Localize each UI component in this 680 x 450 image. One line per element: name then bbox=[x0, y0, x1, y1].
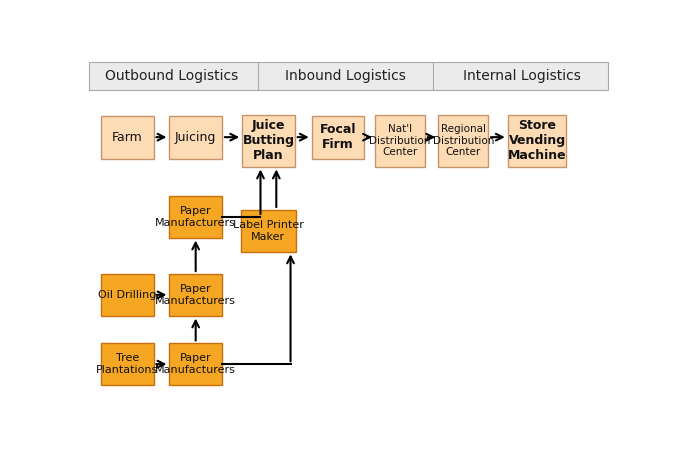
Text: Nat'l
Distribution
Center: Nat'l Distribution Center bbox=[369, 124, 431, 157]
Text: Oil Drilling: Oil Drilling bbox=[98, 290, 156, 300]
Text: Paper
Manufacturers: Paper Manufacturers bbox=[155, 353, 236, 375]
Text: Tree
Plantations: Tree Plantations bbox=[96, 353, 158, 375]
Text: Internal Logistics: Internal Logistics bbox=[464, 69, 581, 83]
Bar bbox=[89, 62, 608, 90]
Bar bbox=[375, 115, 425, 166]
Text: Juice
Butting
Plan: Juice Butting Plan bbox=[242, 119, 294, 162]
Bar bbox=[169, 274, 222, 315]
Bar bbox=[169, 343, 222, 385]
Bar bbox=[101, 116, 154, 159]
Bar bbox=[439, 115, 488, 166]
Text: Label Printer
Maker: Label Printer Maker bbox=[233, 220, 304, 242]
Text: Paper
Manufacturers: Paper Manufacturers bbox=[155, 206, 236, 228]
Bar bbox=[169, 116, 222, 159]
Bar bbox=[101, 274, 154, 315]
Bar bbox=[241, 210, 296, 252]
Bar bbox=[242, 115, 294, 166]
Bar bbox=[311, 116, 364, 159]
Text: Juicing: Juicing bbox=[175, 130, 216, 144]
Bar bbox=[508, 115, 566, 166]
Text: Store
Vending
Machine: Store Vending Machine bbox=[508, 119, 566, 162]
Text: Inbound Logistics: Inbound Logistics bbox=[286, 69, 407, 83]
Bar bbox=[101, 343, 154, 385]
Text: Paper
Manufacturers: Paper Manufacturers bbox=[155, 284, 236, 306]
Text: Farm: Farm bbox=[112, 130, 143, 144]
Text: Regional
Distribution
Center: Regional Distribution Center bbox=[432, 124, 494, 157]
Bar bbox=[169, 196, 222, 238]
Text: Outbound Logistics: Outbound Logistics bbox=[105, 69, 239, 83]
Text: Focal
Firm: Focal Firm bbox=[320, 123, 356, 151]
